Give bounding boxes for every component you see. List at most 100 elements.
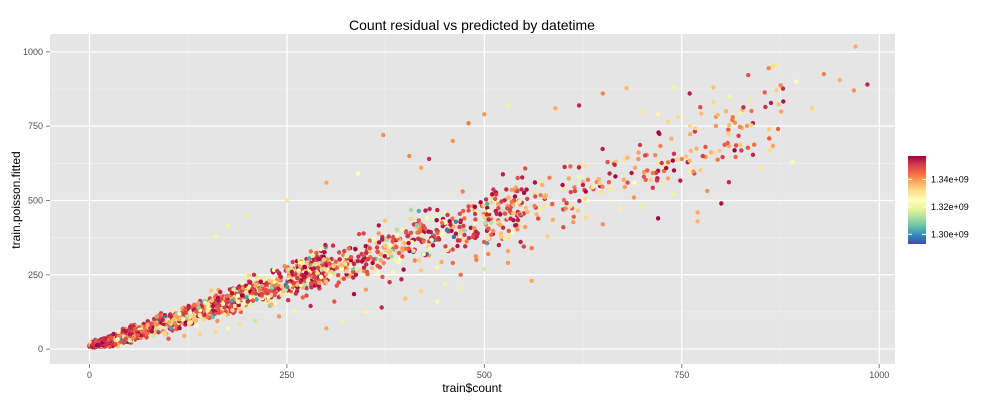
scatter-point — [248, 295, 253, 300]
scatter-point — [274, 282, 279, 288]
scatter-point — [366, 257, 371, 262]
scatter-point — [542, 195, 547, 200]
scatter-point — [116, 330, 122, 335]
scatter-point — [600, 91, 605, 96]
scatter-point — [324, 257, 330, 262]
scatter-point — [442, 220, 448, 225]
scatter-point — [396, 260, 401, 265]
y-tick-label: 1000 — [23, 47, 43, 57]
scatter-point — [356, 254, 361, 259]
y-tick-label: 250 — [28, 270, 43, 280]
scatter-point — [678, 178, 683, 183]
scatter-point — [821, 71, 827, 77]
scatter-point — [502, 236, 508, 241]
scatter-point — [361, 265, 367, 270]
scatter-point — [172, 320, 177, 326]
scatter-point — [236, 303, 241, 308]
scatter-point — [486, 209, 491, 214]
scatter-point — [515, 227, 520, 232]
scatter-point — [774, 88, 779, 93]
scatter-point — [768, 100, 774, 106]
scatter-point — [182, 333, 187, 338]
scatter-point — [529, 245, 534, 251]
scatter-point — [302, 264, 308, 270]
scatter-point — [642, 153, 648, 158]
scatter-point — [404, 230, 409, 235]
scatter-point — [736, 133, 741, 138]
scatter-point — [655, 112, 661, 117]
scatter-point — [205, 308, 210, 313]
scatter-point — [307, 256, 312, 261]
scatter-point — [600, 146, 605, 152]
scatter-point — [669, 136, 674, 141]
scatter-point — [275, 277, 280, 282]
scatter-point — [693, 126, 698, 131]
scatter-point — [375, 270, 380, 275]
scatter-point — [705, 188, 710, 194]
scatter-point — [470, 234, 475, 240]
scatter-point — [715, 157, 720, 162]
scatter-point — [636, 156, 641, 162]
scatter-point — [745, 145, 751, 150]
scatter-point — [529, 278, 534, 283]
scatter-point — [237, 321, 242, 327]
x-tick-label: 250 — [279, 370, 294, 380]
scatter-point — [416, 218, 422, 223]
scatter-point — [321, 257, 327, 262]
scatter-point — [608, 186, 613, 191]
scatter-point — [691, 169, 696, 174]
scatter-point — [612, 162, 617, 167]
scatter-point — [314, 250, 319, 256]
scatter-point — [453, 219, 458, 224]
scatter-point — [229, 298, 235, 303]
scatter-point — [605, 159, 610, 165]
scatter-point — [726, 180, 732, 185]
scatter-point — [563, 206, 568, 211]
scatter-point — [376, 223, 381, 228]
scatter-point — [575, 208, 581, 213]
scatter-point — [331, 263, 336, 269]
scatter-point — [414, 222, 420, 228]
scatter-point — [659, 181, 664, 187]
scatter-point — [336, 273, 341, 278]
scatter-point — [296, 268, 301, 273]
scatter-point — [622, 184, 628, 190]
scatter-point — [474, 257, 479, 263]
scatter-point — [708, 150, 714, 155]
scatter-point — [434, 265, 440, 270]
scatter-point — [493, 192, 499, 197]
scatter-point — [327, 261, 332, 266]
scatter-point — [655, 216, 661, 221]
scatter-point — [144, 335, 149, 340]
scatter-point — [491, 187, 496, 192]
scatter-point — [318, 247, 323, 252]
scatter-point — [273, 301, 278, 306]
scatter-point — [359, 259, 365, 264]
scatter-point — [640, 204, 645, 209]
scatter-point — [713, 123, 719, 129]
scatter-point — [101, 337, 106, 342]
scatter-point — [458, 272, 463, 277]
scatter-point — [329, 269, 334, 275]
scatter-point — [257, 287, 263, 292]
scatter-point — [332, 299, 337, 304]
scatter-point — [384, 248, 389, 253]
scatter-point — [741, 105, 746, 110]
scatter-point — [346, 246, 351, 251]
scatter-point — [512, 223, 518, 228]
scatter-point — [266, 295, 271, 300]
scatter-point — [400, 254, 405, 259]
scatter-point — [618, 205, 623, 211]
scatter-point — [478, 200, 483, 205]
colorbar — [908, 156, 926, 244]
scatter-point — [654, 178, 660, 183]
scatter-point — [737, 124, 743, 130]
scatter-point — [396, 250, 402, 256]
scatter-point — [340, 320, 345, 325]
scatter-point — [240, 281, 245, 286]
colorbar-tick-label: 1.34e+09 — [931, 174, 969, 184]
scatter-point — [344, 269, 349, 274]
scatter-point — [509, 199, 514, 204]
scatter-point — [312, 279, 317, 285]
scatter-point — [279, 284, 285, 289]
